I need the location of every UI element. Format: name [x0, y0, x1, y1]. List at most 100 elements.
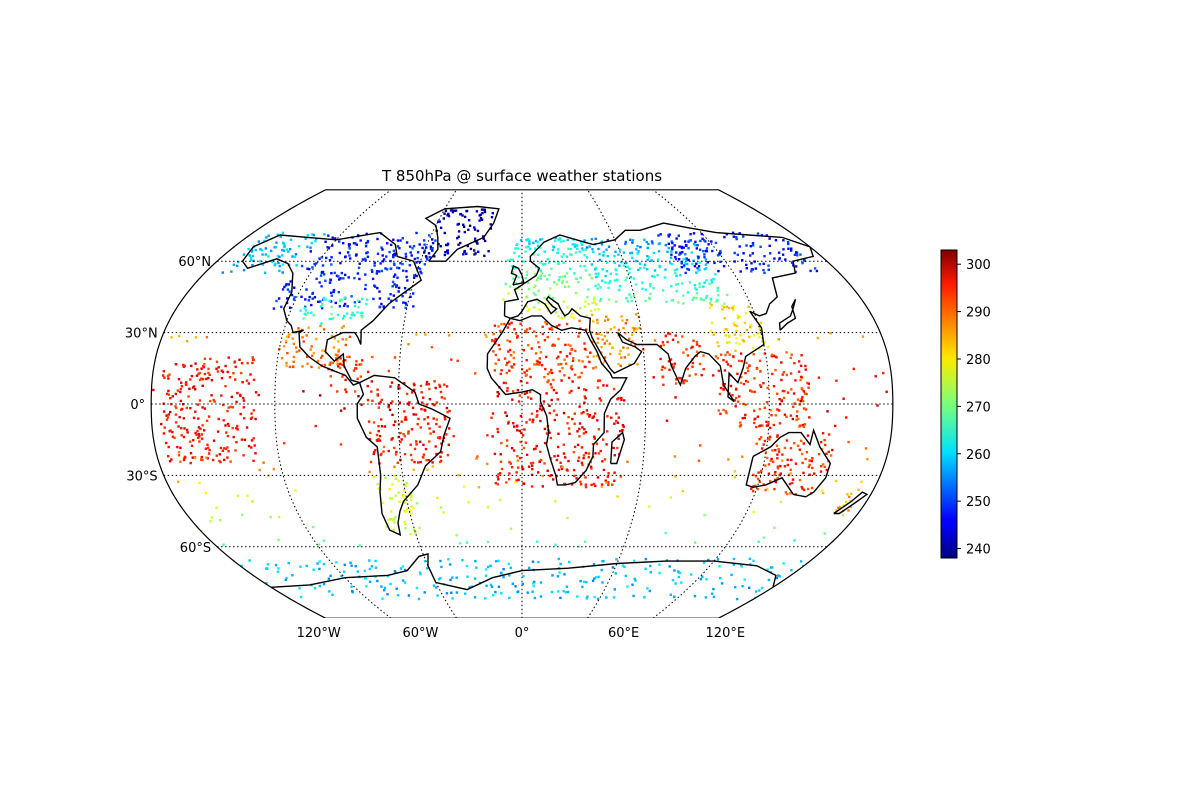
- coast-australia: [745, 427, 832, 498]
- station-point: [736, 372, 739, 375]
- station-point: [786, 463, 790, 467]
- station-point: [339, 299, 342, 302]
- station-point: [735, 236, 738, 239]
- station-point: [183, 364, 186, 368]
- station-point: [330, 294, 333, 297]
- station-point: [782, 248, 785, 251]
- station-point: [709, 329, 713, 332]
- station-point: [274, 563, 278, 567]
- station-point: [473, 249, 476, 252]
- station-point: [429, 247, 433, 250]
- station-point: [674, 475, 677, 478]
- station-point: [668, 368, 671, 371]
- station-point: [630, 299, 633, 303]
- station-point: [307, 299, 311, 302]
- station-point: [387, 518, 390, 522]
- station-point: [390, 510, 393, 513]
- station-point: [402, 433, 405, 436]
- station-point: [589, 351, 592, 354]
- station-point: [728, 341, 731, 344]
- station-point: [705, 247, 709, 250]
- station-point: [530, 412, 534, 415]
- station-point: [394, 515, 397, 519]
- station-point: [527, 566, 531, 570]
- station-point: [456, 359, 459, 362]
- station-point: [531, 560, 535, 563]
- station-point: [311, 354, 314, 357]
- station-point: [337, 365, 340, 368]
- station-point: [334, 353, 338, 356]
- station-point: [695, 247, 698, 250]
- station-point: [434, 386, 437, 390]
- station-point: [409, 295, 412, 298]
- station-point: [571, 380, 574, 383]
- station-point: [165, 418, 169, 421]
- station-point: [764, 464, 767, 467]
- station-point: [411, 247, 414, 250]
- station-point: [755, 442, 758, 445]
- station-point: [568, 432, 571, 435]
- station-point: [674, 582, 677, 585]
- station-point: [773, 257, 776, 260]
- station-point: [560, 465, 563, 468]
- station-point: [799, 253, 802, 256]
- station-point: [399, 567, 403, 570]
- station-point: [412, 382, 416, 385]
- station-point: [336, 390, 339, 393]
- station-point: [835, 509, 838, 512]
- station-point: [552, 378, 555, 382]
- station-point: [364, 287, 367, 291]
- station-point: [278, 264, 281, 268]
- station-point: [385, 268, 389, 271]
- station-point: [535, 335, 538, 338]
- station-point: [423, 591, 426, 594]
- station-point: [294, 253, 298, 256]
- station-point: [358, 300, 361, 303]
- station-point: [729, 384, 733, 388]
- station-point: [560, 281, 564, 285]
- station-point: [671, 579, 675, 582]
- station-point: [546, 335, 549, 339]
- station-point: [446, 249, 449, 252]
- station-point: [666, 340, 669, 344]
- station-point: [562, 261, 565, 264]
- station-point: [311, 292, 314, 295]
- station-point: [183, 455, 187, 459]
- station-point: [186, 340, 189, 343]
- station-point: [380, 418, 383, 421]
- station-point: [763, 271, 766, 275]
- station-point: [179, 408, 183, 411]
- station-point: [664, 531, 667, 535]
- station-point: [366, 398, 370, 402]
- station-point: [772, 423, 775, 427]
- station-point: [617, 416, 620, 419]
- station-point: [389, 243, 393, 247]
- station-point: [695, 354, 699, 358]
- station-point: [587, 456, 590, 459]
- station-point: [749, 326, 752, 329]
- station-point: [619, 429, 622, 433]
- station-point: [484, 568, 488, 571]
- station-point: [491, 339, 494, 342]
- station-point: [179, 460, 182, 463]
- station-point: [807, 465, 810, 469]
- station-point: [562, 253, 565, 256]
- station-point: [407, 403, 411, 406]
- station-point: [667, 235, 670, 238]
- station-point: [532, 448, 536, 451]
- station-point: [801, 423, 804, 427]
- station-point: [398, 387, 401, 390]
- station-point: [335, 357, 338, 360]
- station-point: [449, 578, 452, 582]
- station-point: [497, 358, 500, 361]
- station-point: [539, 269, 543, 272]
- station-point: [281, 288, 285, 291]
- station-point: [586, 355, 589, 359]
- station-point: [310, 365, 313, 369]
- station-point: [401, 237, 404, 240]
- station-point: [466, 244, 469, 248]
- station-point: [766, 487, 769, 490]
- station-point: [348, 254, 351, 257]
- station-point: [286, 351, 289, 355]
- station-point: [600, 240, 603, 243]
